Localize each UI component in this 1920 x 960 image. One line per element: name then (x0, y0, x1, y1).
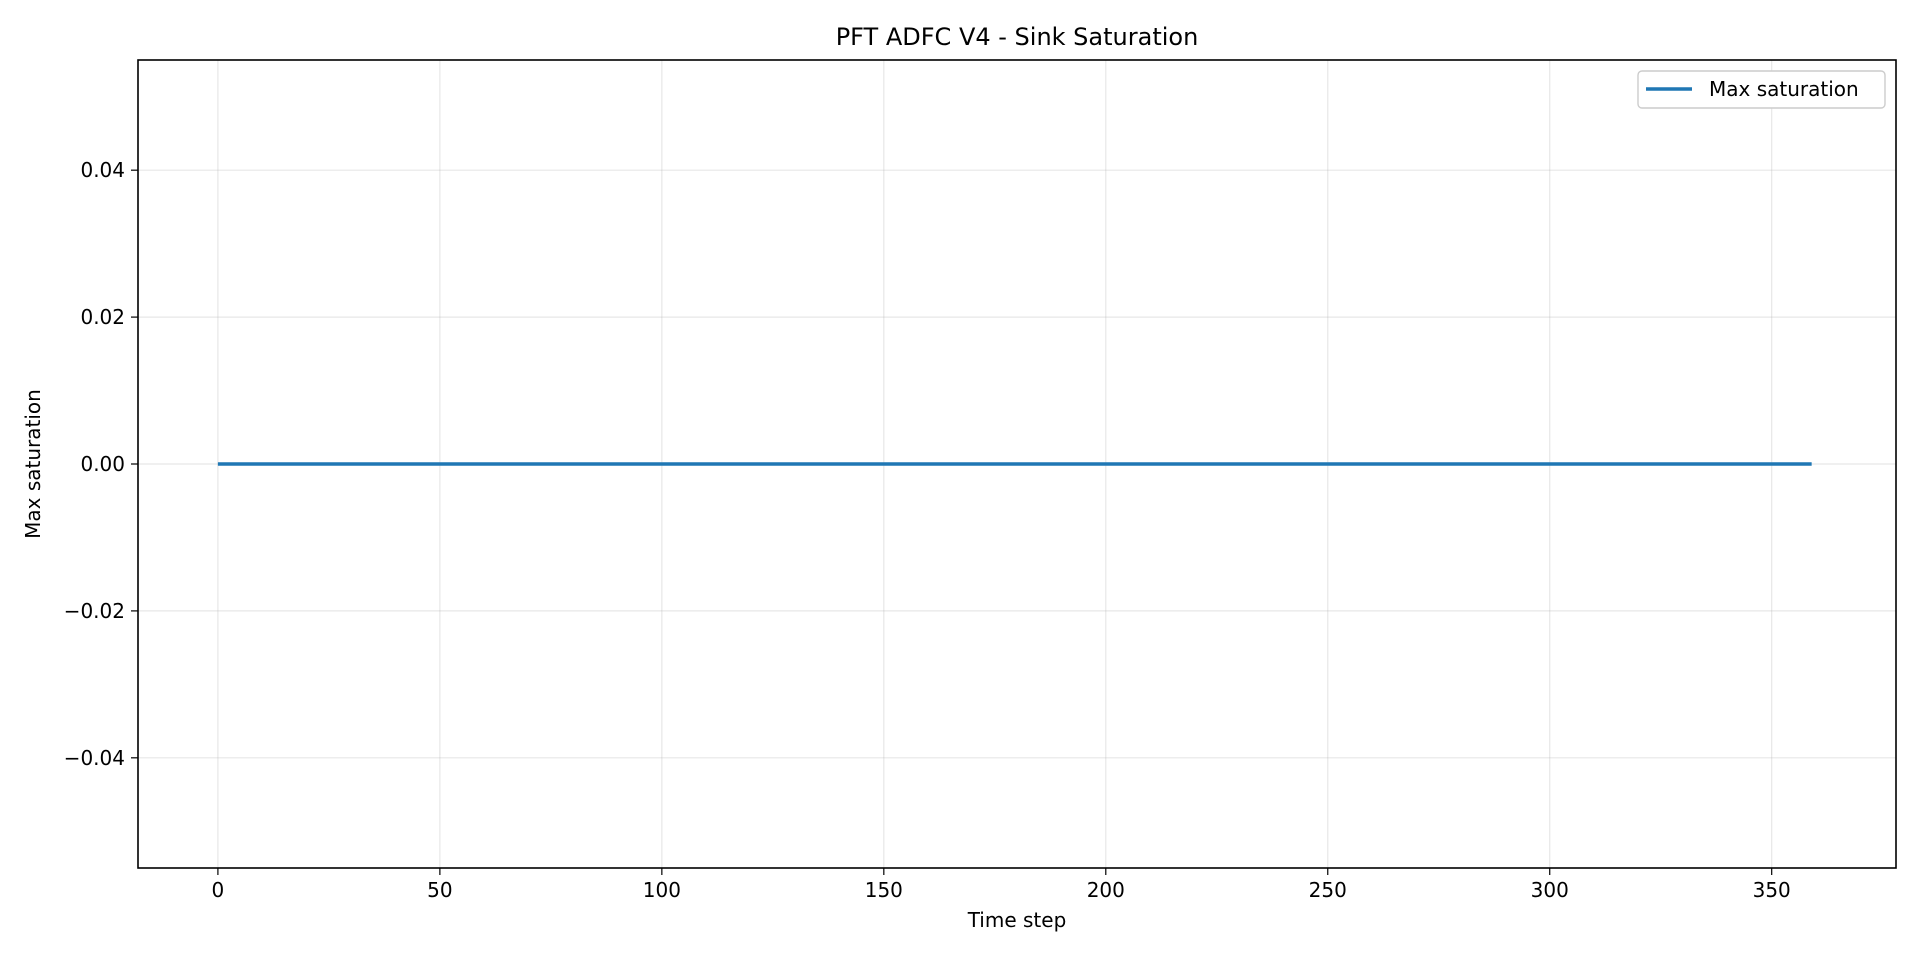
x-tick-label: 0 (212, 878, 225, 902)
y-tick-label: 0.02 (80, 305, 125, 329)
y-tick-label: −0.04 (64, 746, 125, 770)
x-tick-label: 150 (865, 878, 903, 902)
y-tick-label: −0.02 (64, 599, 125, 623)
y-axis: −0.04 −0.02 0.00 0.02 0.04 (64, 158, 138, 770)
x-axis: 0 50 100 150 200 250 300 350 (212, 868, 1791, 902)
x-tick-label: 50 (427, 878, 452, 902)
x-tick-label: 250 (1309, 878, 1347, 902)
chart-title: PFT ADFC V4 - Sink Saturation (836, 23, 1199, 51)
x-tick-label: 350 (1753, 878, 1791, 902)
legend: Max saturation (1637, 70, 1886, 109)
x-axis-label: Time step (967, 908, 1067, 932)
y-tick-label: 0.04 (80, 158, 125, 182)
x-tick-label: 300 (1531, 878, 1569, 902)
x-tick-label: 200 (1087, 878, 1125, 902)
legend-label: Max saturation (1709, 77, 1859, 101)
y-tick-label: 0.00 (80, 452, 125, 476)
legend-box (1637, 70, 1886, 109)
x-tick-label: 100 (643, 878, 681, 902)
y-axis-label: Max saturation (21, 389, 45, 539)
